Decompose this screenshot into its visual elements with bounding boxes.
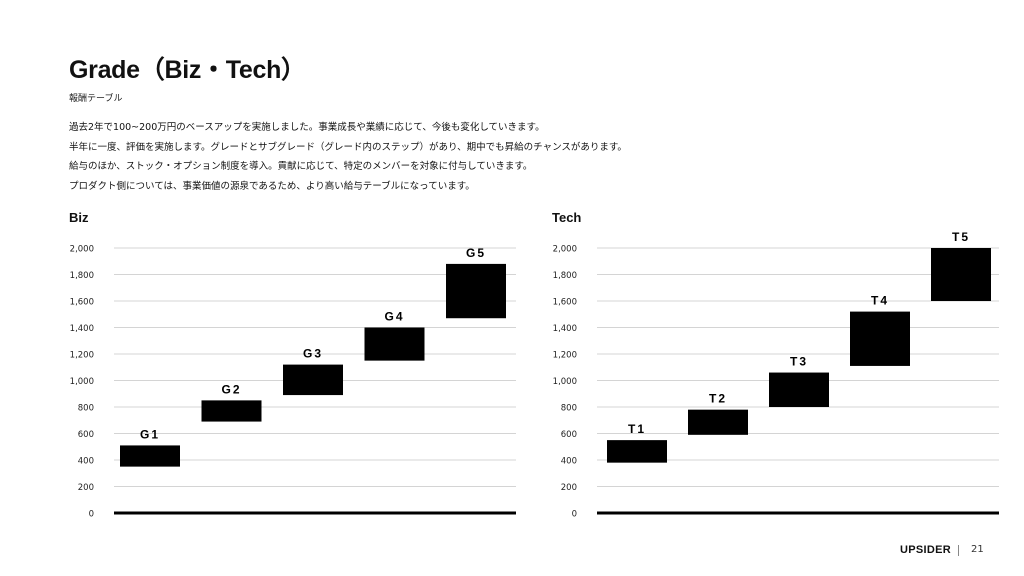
biz-y-tick-label: 200 bbox=[78, 483, 94, 493]
tech-bar-label: T3 bbox=[790, 355, 808, 369]
tech-bar-label: T1 bbox=[628, 422, 646, 436]
biz-bar-label: G4 bbox=[384, 310, 404, 324]
biz-y-tick-label: 2,000 bbox=[70, 245, 94, 255]
biz-y-tick-label: 1,800 bbox=[70, 271, 94, 281]
tech-bar-t5 bbox=[931, 248, 991, 301]
description-line: 半年に一度、評価を実施します。グレードとサブグレード（グレード内のステップ）があ… bbox=[69, 141, 627, 153]
footer-divider bbox=[958, 545, 959, 556]
biz-bar-label: G3 bbox=[303, 347, 323, 361]
tech-bar-t4 bbox=[850, 311, 910, 366]
page-subtitle: 報酬テーブル bbox=[69, 94, 123, 104]
description-block: 過去2年で100~200万円のベースアップを実施しました。事業成長や業績に応じて… bbox=[69, 118, 627, 196]
tech-bar-t2 bbox=[688, 409, 748, 435]
tech-y-tick-label: 1,400 bbox=[553, 324, 577, 334]
tech-y-tick-label: 1,200 bbox=[553, 351, 577, 361]
biz-y-tick-label: 1,000 bbox=[70, 377, 94, 387]
biz-y-tick-label: 0 bbox=[89, 510, 94, 520]
biz-bar-g4 bbox=[364, 327, 425, 361]
description-line: 過去2年で100~200万円のベースアップを実施しました。事業成長や業績に応じて… bbox=[69, 122, 545, 133]
biz-bar-label: G2 bbox=[221, 382, 241, 396]
biz-y-tick-label: 800 bbox=[78, 404, 94, 414]
tech-y-tick-label: 0 bbox=[572, 510, 577, 520]
biz-y-tick-label: 1,400 bbox=[70, 324, 94, 334]
biz-y-tick-label: 400 bbox=[78, 457, 94, 467]
tech-y-tick-label: 800 bbox=[561, 404, 577, 414]
tech-bar-label: T2 bbox=[709, 392, 727, 406]
tech-y-tick-label: 1,800 bbox=[553, 271, 577, 281]
description-line: 給与のほか、ストック・オプション制度を導入。貢献に応じて、特定のメンバーを対象に… bbox=[69, 161, 533, 172]
page-number: 21 bbox=[971, 544, 984, 555]
tech-y-tick-label: 1,000 bbox=[553, 377, 577, 387]
tech-y-tick-label: 600 bbox=[561, 430, 577, 440]
biz-bar-g5 bbox=[446, 263, 506, 319]
tech-bar-label: T4 bbox=[871, 294, 889, 308]
biz-y-tick-label: 600 bbox=[78, 430, 94, 440]
biz-chart-title: Biz bbox=[69, 210, 89, 225]
biz-bar-g2 bbox=[201, 400, 262, 422]
tech-bar-t1 bbox=[607, 440, 667, 463]
page-title: Grade（Biz・Tech） bbox=[69, 56, 306, 84]
tech-bar-label: T5 bbox=[952, 230, 970, 244]
tech-y-tick-label: 200 bbox=[561, 483, 577, 493]
description-line: プロダクト側については、事業価値の源泉であるため、より高い給与テーブルになってい… bbox=[69, 180, 475, 192]
upsider-logo: UPSIDER bbox=[900, 544, 951, 556]
biz-y-tick-label: 1,200 bbox=[70, 351, 94, 361]
tech-y-tick-label: 1,600 bbox=[553, 298, 577, 308]
biz-bar-label: G1 bbox=[140, 427, 160, 441]
biz-bar-g1 bbox=[120, 445, 180, 467]
biz-y-tick-label: 1,600 bbox=[70, 298, 94, 308]
biz-bar-g3 bbox=[283, 364, 343, 396]
tech-y-tick-label: 2,000 bbox=[553, 245, 577, 255]
tech-y-tick-label: 400 bbox=[561, 457, 577, 467]
tech-chart-title: Tech bbox=[552, 210, 582, 225]
biz-bar-label: G5 bbox=[466, 246, 486, 260]
tech-bar-t3 bbox=[769, 372, 829, 407]
